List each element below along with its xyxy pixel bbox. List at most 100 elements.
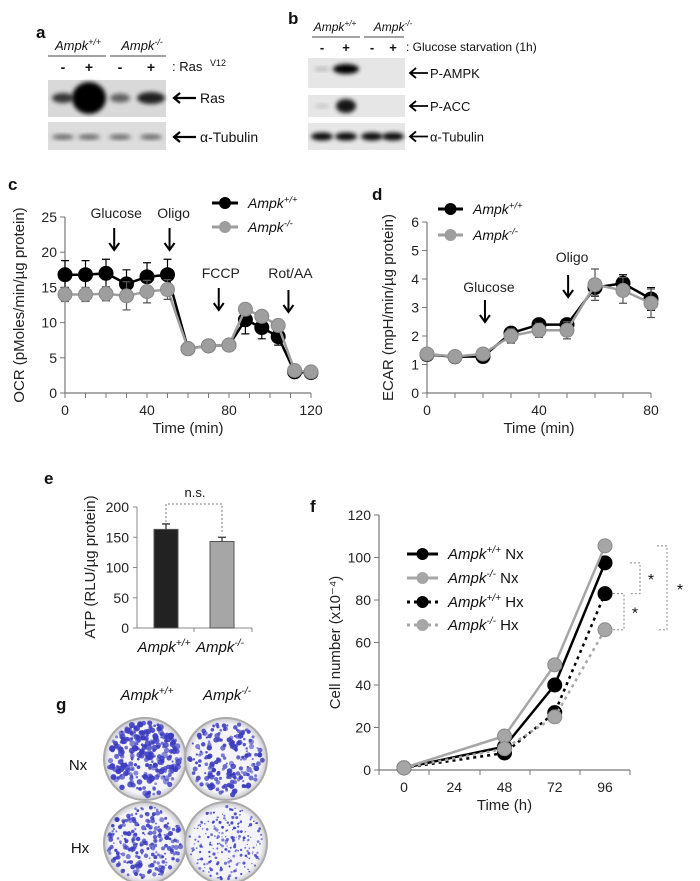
colony bbox=[257, 829, 260, 833]
band bbox=[314, 67, 330, 71]
significance-star: * bbox=[648, 572, 654, 589]
colony bbox=[211, 821, 215, 824]
colony bbox=[152, 834, 158, 840]
colony bbox=[215, 827, 217, 829]
colony bbox=[145, 763, 149, 767]
colony bbox=[216, 724, 220, 729]
colony bbox=[138, 730, 144, 736]
annotation-label: FCCP bbox=[202, 265, 240, 281]
colony bbox=[207, 835, 210, 839]
colony bbox=[163, 747, 170, 754]
data-point bbox=[180, 341, 196, 357]
x-axis-label: Time (min) bbox=[152, 420, 223, 437]
data-point bbox=[57, 267, 73, 283]
colony bbox=[139, 841, 145, 847]
colony bbox=[227, 877, 230, 881]
colony bbox=[146, 777, 153, 784]
colony bbox=[143, 833, 146, 836]
colony bbox=[165, 861, 168, 864]
colony bbox=[252, 853, 254, 855]
colony bbox=[231, 838, 234, 840]
colony bbox=[152, 872, 157, 877]
colony bbox=[240, 872, 243, 876]
band-label-ras: Ras bbox=[200, 90, 225, 106]
colony bbox=[121, 822, 126, 827]
colony bbox=[242, 839, 245, 842]
data-point bbox=[475, 346, 491, 362]
colony bbox=[164, 852, 167, 855]
legend-marker bbox=[219, 221, 231, 233]
y-tick-label: 5 bbox=[49, 350, 57, 366]
colony bbox=[256, 761, 261, 767]
colony bbox=[221, 844, 224, 848]
colony bbox=[192, 848, 195, 851]
colony bbox=[240, 758, 243, 761]
blot-p-ampk bbox=[308, 58, 405, 88]
colony bbox=[174, 757, 179, 762]
colony bbox=[153, 855, 158, 860]
y-tick-label: 3 bbox=[411, 300, 419, 316]
blot-p-acc bbox=[308, 95, 405, 117]
colony bbox=[154, 782, 157, 786]
colony bbox=[176, 827, 182, 833]
colony bbox=[245, 782, 252, 789]
colony bbox=[164, 739, 168, 743]
significance-bracket bbox=[165, 503, 223, 535]
series-line bbox=[403, 593, 607, 770]
condition-superscript: V12 bbox=[210, 58, 226, 68]
colony bbox=[230, 809, 233, 811]
colony bbox=[151, 760, 154, 763]
colony bbox=[246, 856, 248, 858]
colony bbox=[175, 824, 179, 828]
colony bbox=[221, 832, 224, 835]
colony bbox=[200, 843, 202, 845]
colony bbox=[193, 827, 196, 830]
colony bbox=[258, 858, 260, 860]
legend-marker bbox=[219, 197, 231, 209]
colony bbox=[226, 724, 229, 727]
colony bbox=[247, 851, 251, 855]
colony bbox=[135, 851, 139, 855]
colony bbox=[228, 857, 230, 860]
y-tick-label: 5 bbox=[411, 243, 419, 259]
colony bbox=[248, 738, 252, 742]
colony bbox=[245, 747, 248, 750]
colony bbox=[234, 876, 238, 880]
colony bbox=[218, 842, 221, 845]
colony bbox=[114, 817, 120, 822]
colony bbox=[255, 855, 259, 859]
colony bbox=[137, 747, 141, 751]
colony bbox=[177, 844, 184, 850]
colony bbox=[164, 858, 167, 860]
colony bbox=[197, 824, 200, 827]
band bbox=[72, 82, 106, 114]
colony bbox=[164, 816, 168, 820]
colony bbox=[205, 827, 209, 831]
colony bbox=[242, 861, 246, 865]
colony bbox=[146, 847, 150, 851]
colony bbox=[202, 869, 205, 873]
colony bbox=[170, 737, 174, 741]
colony bbox=[223, 783, 228, 789]
colony bbox=[115, 851, 120, 856]
y-tick-label: 15 bbox=[41, 279, 57, 295]
data-point bbox=[78, 267, 93, 283]
colony bbox=[110, 858, 116, 863]
colony bbox=[245, 830, 247, 833]
colony bbox=[213, 827, 217, 830]
figure-content: Ampk+/+ Ampk-/-- + - +: Ras V12Rasα-TubulinAm… bbox=[11, 19, 683, 881]
colony bbox=[208, 855, 211, 858]
colony bbox=[255, 768, 259, 771]
colony bbox=[231, 744, 238, 751]
colony bbox=[158, 729, 164, 736]
colony bbox=[175, 839, 180, 844]
colony bbox=[111, 739, 116, 744]
colony bbox=[216, 816, 219, 819]
colony bbox=[234, 726, 237, 729]
y-tick-label: 60 bbox=[355, 635, 371, 651]
colony bbox=[156, 853, 160, 857]
colony bbox=[247, 840, 249, 842]
colony bbox=[120, 754, 125, 759]
colony bbox=[131, 817, 135, 821]
colony bbox=[250, 836, 252, 838]
